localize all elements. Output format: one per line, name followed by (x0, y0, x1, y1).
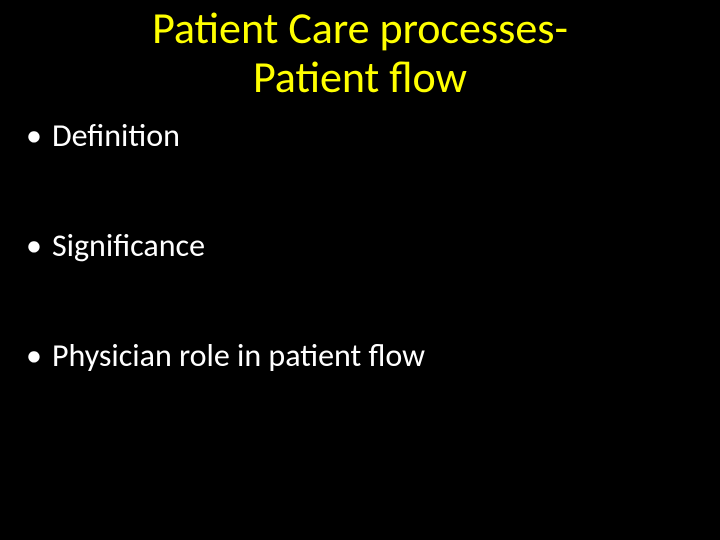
slide: Patient Care processes- Patient flow • D… (0, 0, 720, 540)
bullet-icon: • (26, 337, 42, 375)
bullet-text: Definition (52, 117, 180, 155)
list-item: • Significance (24, 227, 696, 265)
bullet-text: Physician role in patient flow (52, 337, 425, 375)
bullet-list: • Definition • Significance • Physician … (24, 117, 696, 516)
list-item: • Definition (24, 117, 696, 155)
list-item: • Physician role in patient flow (24, 337, 696, 375)
bullet-icon: • (26, 117, 42, 155)
title-line-1: Patient Care processes- (152, 1, 568, 55)
slide-title: Patient Care processes- Patient flow (24, 4, 696, 103)
title-line-2: Patient flow (253, 50, 467, 104)
bullet-text: Significance (52, 227, 205, 265)
bullet-icon: • (26, 227, 42, 265)
